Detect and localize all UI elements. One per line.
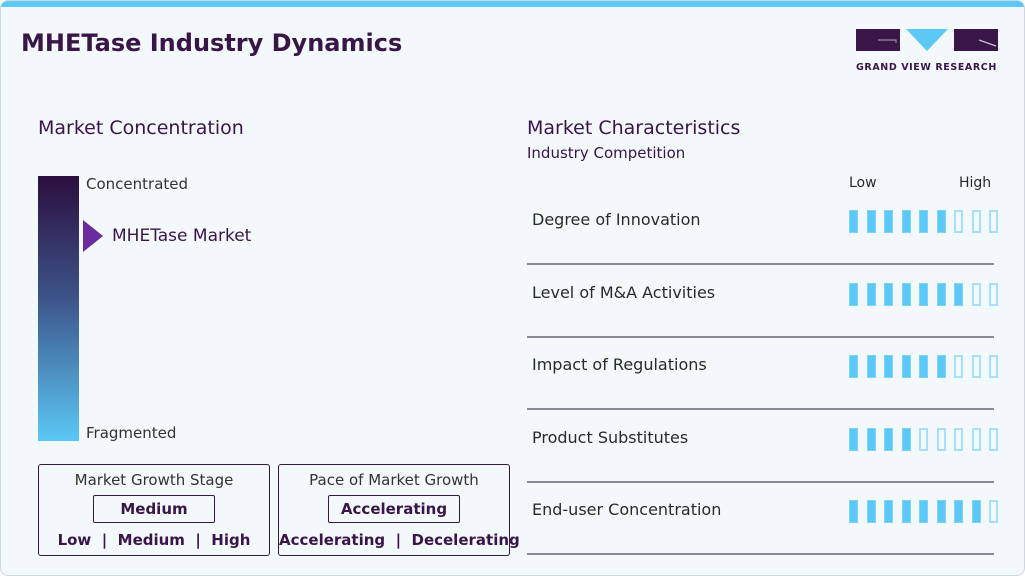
score-bar-filled <box>936 355 946 378</box>
grand-view-research-logo: GRAND VIEW RESEARCH <box>856 29 998 73</box>
score-bar-empty <box>954 355 963 378</box>
score-bar-empty <box>971 427 981 451</box>
score-bar-filled <box>884 355 893 378</box>
score-bar-empty <box>971 282 981 306</box>
pace-value: Accelerating <box>327 495 461 523</box>
characteristic-row: Product Substitutes <box>527 410 998 483</box>
score-bar-empty <box>919 427 928 451</box>
characteristic-row: End-user Concentration <box>527 482 998 555</box>
score-bars <box>849 500 998 523</box>
characteristic-row: Impact of Regulations <box>527 337 998 410</box>
low-label: Low <box>849 175 877 191</box>
characteristic-label: End-user Concentration <box>532 500 722 519</box>
characteristic-label: Degree of Innovation <box>532 210 701 229</box>
score-bar-filled <box>866 427 876 451</box>
score-bar-filled <box>901 427 911 451</box>
growth-stage-title: Market Growth Stage <box>74 471 234 489</box>
pace-of-growth-box: Pace of Market Growth Accelerating Accel… <box>278 464 520 556</box>
pace-title: Pace of Market Growth <box>309 471 479 489</box>
characteristic-label: Impact of Regulations <box>532 355 707 374</box>
score-bar-empty <box>989 282 998 306</box>
market-concentration-heading: Market Concentration <box>38 117 244 139</box>
score-bar-filled <box>884 210 893 233</box>
score-bar-filled <box>954 500 963 523</box>
concentration-gradient-bar <box>38 176 79 441</box>
high-label: High <box>959 175 992 191</box>
characteristic-label: Level of M&A Activities <box>532 282 716 302</box>
score-bar-empty <box>936 427 946 451</box>
market-characteristics-heading: Market Characteristics <box>527 117 741 139</box>
industry-competition-subheading: Industry Competition <box>527 144 686 162</box>
score-bar-filled <box>884 282 893 306</box>
score-bar-empty <box>971 355 981 378</box>
score-bar-filled <box>901 210 911 233</box>
growth-stage-options: Low | Medium | High <box>57 531 251 549</box>
score-bar-empty <box>989 355 998 378</box>
score-bar-empty <box>989 427 998 451</box>
score-bar-filled <box>866 210 876 233</box>
score-bar-filled <box>866 500 876 523</box>
score-bar-filled <box>936 500 946 523</box>
score-bar-filled <box>884 427 893 451</box>
score-bar-filled <box>919 355 928 378</box>
top-accent-bar <box>1 1 1024 7</box>
score-bar-empty <box>971 210 981 233</box>
score-bar-empty <box>954 427 963 451</box>
score-bar-empty <box>989 210 998 233</box>
score-bars <box>849 282 998 306</box>
score-bar-filled <box>849 355 858 378</box>
score-bar-filled <box>901 355 911 378</box>
market-pointer-icon <box>83 220 103 252</box>
score-bars <box>849 355 998 378</box>
score-bar-filled <box>919 500 928 523</box>
score-bar-filled <box>936 210 946 233</box>
logo-icon <box>856 29 998 51</box>
score-bar-filled <box>866 355 876 378</box>
score-bar-filled <box>849 427 858 451</box>
score-bar-empty <box>989 500 998 523</box>
score-bar-filled <box>954 282 963 306</box>
score-bars <box>849 427 998 451</box>
score-bars <box>849 210 998 233</box>
growth-stage-value: Medium <box>93 495 215 523</box>
score-bar-filled <box>971 500 981 523</box>
market-growth-stage-box: Market Growth Stage Medium Low | Medium … <box>38 464 270 556</box>
score-bar-filled <box>849 500 858 523</box>
score-bar-empty <box>954 210 963 233</box>
characteristic-label: Product Substitutes <box>532 427 689 447</box>
score-bar-filled <box>884 500 893 523</box>
market-marker-label: MHETase Market <box>112 226 252 246</box>
score-bar-filled <box>849 282 858 306</box>
score-bar-filled <box>901 500 911 523</box>
score-bar-filled <box>936 282 946 306</box>
characteristic-row: Degree of Innovation <box>527 192 998 265</box>
page-title: MHETase Industry Dynamics <box>21 29 403 57</box>
concentrated-label: Concentrated <box>86 175 189 193</box>
score-bar-filled <box>919 210 928 233</box>
fragmented-label: Fragmented <box>86 424 177 442</box>
score-bar-filled <box>849 210 858 233</box>
score-bar-filled <box>901 282 911 306</box>
logo-text: GRAND VIEW RESEARCH <box>856 62 997 73</box>
characteristic-row: Level of M&A Activities <box>527 265 998 338</box>
score-bar-filled <box>919 282 928 306</box>
score-bar-filled <box>866 282 876 306</box>
pace-options: Accelerating | Decelerating <box>279 531 520 549</box>
